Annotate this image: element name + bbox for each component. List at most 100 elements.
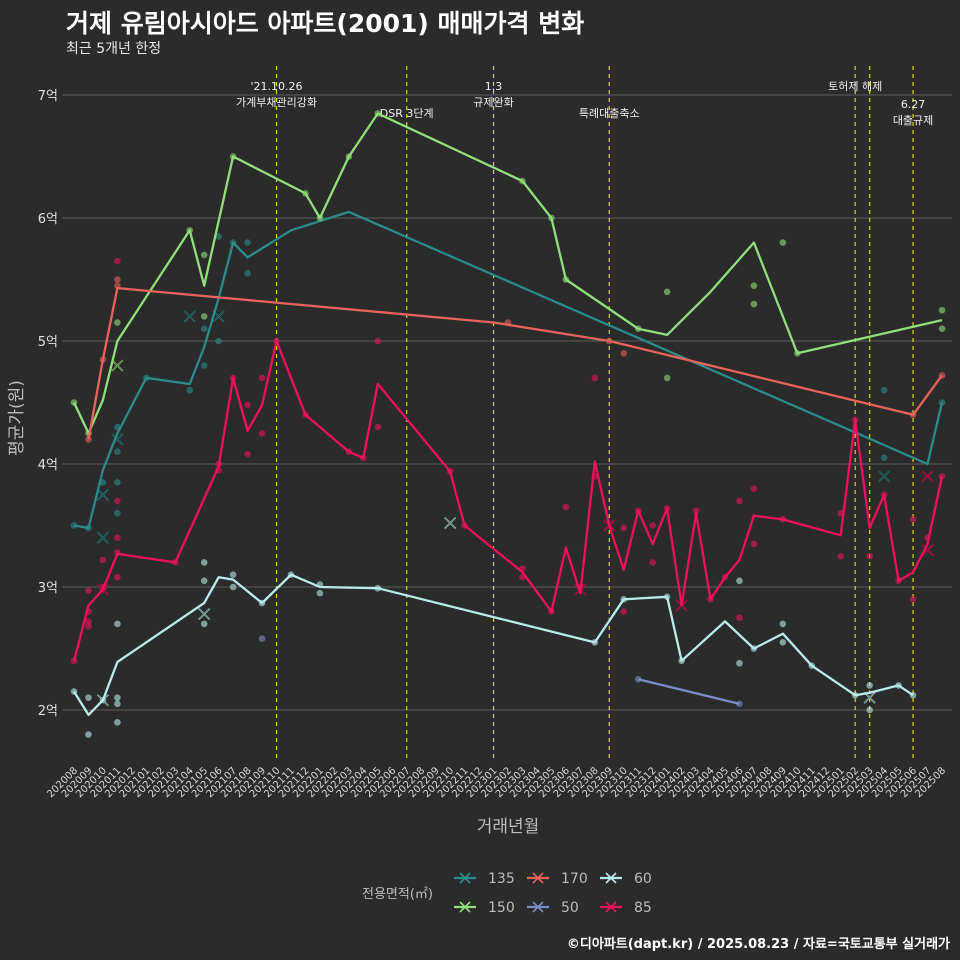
- data-point: [244, 270, 251, 277]
- data-point: [562, 503, 570, 511]
- cross-marker-outline: [198, 608, 210, 620]
- series-line: [73, 210, 944, 530]
- grid-layer: [62, 94, 952, 711]
- data-point: [909, 516, 917, 523]
- y-tick-label: 6억: [38, 212, 58, 227]
- data-point: [374, 423, 382, 431]
- event-label: 가계부채관리강화: [236, 96, 317, 109]
- cross-marker-outline: [921, 470, 934, 483]
- data-point: [779, 639, 787, 646]
- cross-marker-outline: [878, 470, 890, 483]
- data-point: [114, 694, 121, 701]
- data-point: [779, 620, 787, 628]
- event-label: DSR 3단계: [380, 107, 434, 120]
- data-point: [880, 454, 888, 462]
- data-point: [244, 401, 251, 409]
- legend-item-60: 60: [600, 871, 652, 887]
- legend-label: 150: [488, 900, 515, 916]
- series-layer: [70, 110, 946, 738]
- data-point: [114, 276, 121, 283]
- cross-marker-outline: [97, 488, 109, 501]
- event-label: 6.27: [901, 98, 926, 111]
- data-point: [750, 540, 758, 548]
- source-caption: ©디아파트(dapt.kr) / 2025.08.23 / 자료=국토교통부 실…: [566, 937, 950, 952]
- series-50: [258, 635, 743, 708]
- data-point: [620, 350, 628, 357]
- data-point: [374, 337, 382, 345]
- event-label: 규제완화: [473, 96, 513, 109]
- data-point: [200, 251, 208, 259]
- data-point: [649, 559, 656, 566]
- legend-swatch-cross: [459, 901, 471, 913]
- cross-marker-outline: [921, 544, 934, 556]
- data-point: [866, 552, 873, 560]
- data-point: [229, 583, 237, 591]
- data-point: [114, 620, 121, 628]
- data-point: [938, 325, 946, 333]
- data-point: [200, 620, 208, 628]
- legend-label: 85: [634, 900, 652, 916]
- series-135: [70, 210, 946, 544]
- axis-layer: 2억3억4억5억6억7억2020082020092020102020112020…: [7, 89, 948, 837]
- data-point: [215, 233, 222, 240]
- data-point: [649, 522, 656, 529]
- y-tick-label: 4억: [38, 458, 58, 473]
- data-point: [99, 556, 107, 564]
- data-point: [591, 374, 599, 382]
- legend-item-170: 170: [527, 871, 588, 887]
- data-point: [114, 719, 121, 726]
- legend-item-50: 50: [527, 900, 579, 916]
- data-point: [114, 319, 121, 326]
- data-point: [837, 552, 845, 560]
- data-point: [663, 288, 671, 296]
- data-point: [114, 257, 121, 265]
- legend-swatch-cross: [532, 872, 544, 884]
- data-point: [663, 374, 671, 382]
- data-point: [114, 448, 121, 456]
- data-point: [750, 300, 758, 308]
- data-point: [244, 239, 251, 246]
- data-point: [779, 239, 787, 246]
- data-point: [692, 507, 700, 515]
- data-point: [85, 623, 92, 630]
- data-point: [620, 524, 628, 532]
- data-point: [85, 694, 92, 701]
- data-point: [114, 509, 121, 517]
- data-point: [114, 573, 121, 581]
- series-150: [70, 110, 946, 437]
- data-point: [85, 436, 92, 443]
- y-tick-label: 2억: [38, 704, 58, 719]
- data-point: [200, 362, 208, 369]
- data-point: [200, 559, 208, 566]
- data-point: [736, 614, 743, 622]
- legend-title: 전용면적(㎡): [362, 887, 433, 902]
- data-point: [114, 479, 121, 486]
- legend-label: 170: [561, 871, 588, 887]
- data-point: [736, 659, 743, 667]
- series-line: [72, 339, 944, 662]
- chart-subtitle: 최근 5개년 한정: [66, 41, 162, 57]
- data-point: [316, 589, 324, 597]
- event-label: 토허제 해제: [828, 79, 882, 93]
- legend-swatch-cross: [459, 872, 471, 884]
- cross-marker-outline: [111, 359, 124, 372]
- y-tick-label: 5억: [38, 335, 58, 350]
- series-line: [73, 573, 914, 717]
- data-point: [750, 282, 758, 289]
- legend-item-135: 135: [454, 871, 515, 887]
- data-point: [750, 485, 758, 492]
- data-point: [736, 497, 743, 505]
- data-point: [938, 306, 946, 314]
- legend-swatch-cross: [532, 901, 544, 913]
- data-point: [634, 675, 642, 683]
- data-point: [620, 608, 628, 615]
- data-point: [200, 313, 208, 320]
- x-axis-title: 거래년월: [477, 817, 540, 837]
- data-point: [200, 577, 208, 585]
- legend-label: 50: [561, 900, 579, 916]
- legend: 전용면적(㎡) 135 170 60 150 50 85: [362, 871, 652, 916]
- data-point: [114, 497, 121, 505]
- series-line: [87, 286, 943, 440]
- data-point: [736, 577, 743, 585]
- legend-item-85: 85: [600, 900, 652, 916]
